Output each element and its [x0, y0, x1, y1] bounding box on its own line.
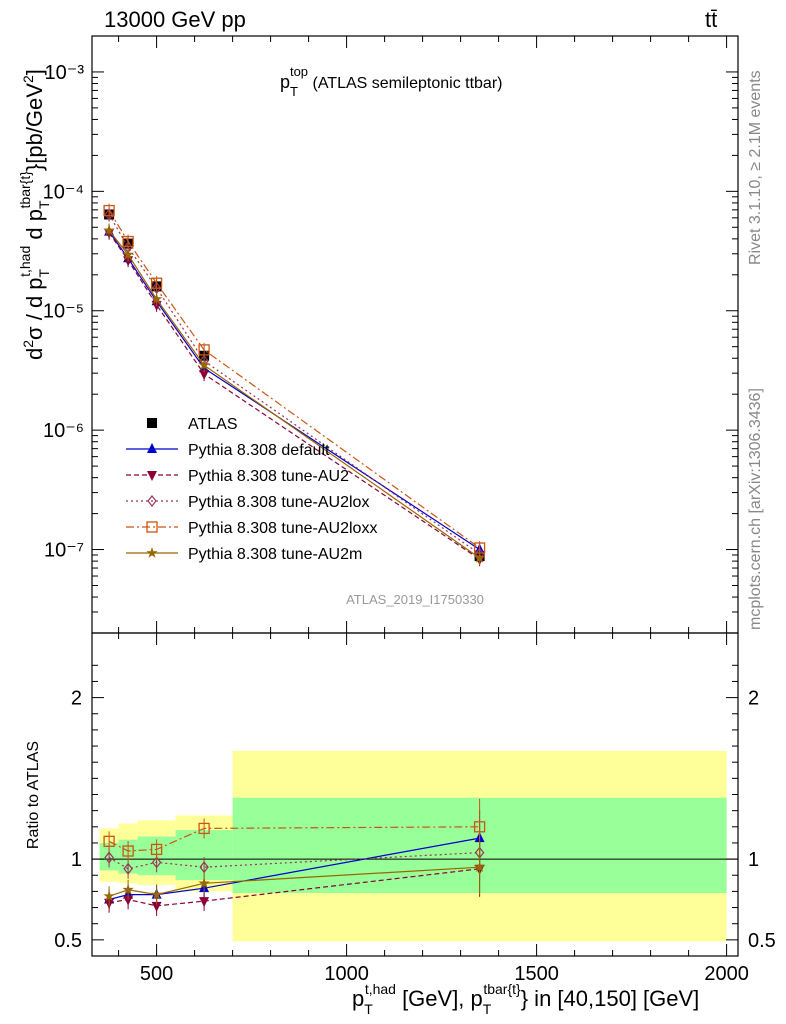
main-plot: 10⁻⁷ 10⁻⁶ 10⁻⁵ 10⁻⁴ 10⁻³ pTtop (ATLAS semile…	[43, 35, 739, 634]
y-tick-label-ratio-right: 0.5	[748, 930, 776, 952]
data-point-au2m	[122, 248, 134, 260]
y-tick-label-ratio: 0.5	[54, 930, 82, 952]
plot-title: pTtop (ATLAS semileptonic ttbar)	[280, 64, 502, 99]
ratio-point-au2m	[103, 890, 115, 902]
y-tick-label-main: 10⁻⁵	[43, 301, 84, 323]
main-series-group	[103, 203, 486, 567]
ratio-series-group	[103, 798, 486, 916]
y-tick-label-ratio-right: 1	[748, 849, 759, 871]
data-point-au2m	[473, 552, 486, 563]
data-point-au2m	[198, 359, 210, 370]
ratio-point-au2m	[150, 888, 163, 900]
x-tick-label: 2000	[704, 963, 749, 985]
series-line-au2	[108, 232, 480, 560]
x-axis-label: pTt,had [GeV], pTtbar{t}} in [40,150] [G…	[352, 981, 699, 1017]
data-point-au2m	[103, 224, 115, 236]
process-label: tt̄	[705, 7, 717, 32]
ratio-point-au2loxx	[198, 822, 210, 835]
legend-marker-au2	[147, 471, 157, 481]
ratio-point-au2lox	[104, 851, 114, 864]
y-tick-label-main: 10⁻⁴	[43, 181, 84, 203]
legend-label-au2loxx: Pythia 8.308 tune-AU2loxx	[188, 520, 377, 537]
rivet-label: Rivet 3.1.10, ≥ 2.1M events	[747, 70, 764, 265]
y-tick-label-main: 10⁻³	[45, 62, 85, 84]
x-tick-label: 1500	[514, 963, 559, 985]
legend-label-atlas: ATLAS	[188, 416, 238, 433]
ratio-point-au2lox	[199, 861, 209, 874]
ratio-point-au2loxx	[473, 821, 486, 833]
legend-marker-au2m	[146, 547, 158, 558]
y-axis-label-ratio: Ratio to ATLAS	[25, 741, 42, 849]
ratio-point-au2m	[473, 861, 486, 872]
svg-text:d2σ / d pTt,had d pTtbar{t}}[p: d2σ / d pTt,had d pTtbar{t}}[pb/GeV2]	[17, 69, 52, 360]
ratio-point-au2loxx	[122, 845, 134, 857]
x-tick-label: 1000	[324, 963, 369, 985]
ratio-point-au2	[123, 895, 134, 906]
y-tick-label-ratio-right: 2	[748, 688, 759, 710]
energy-label: 13000 GeV pp	[104, 7, 246, 32]
ratio-point-au2m	[198, 877, 210, 889]
legend-label-default: Pythia 8.308 default	[188, 442, 330, 459]
ratio-point-au2	[151, 901, 162, 912]
ratio-plot: 0.5 0.5 1 1 2 2 500 1000 1500 2000	[54, 632, 776, 985]
x-tick-label: 500	[140, 963, 173, 985]
legend-marker-atlas	[147, 418, 157, 428]
y-tick-label-main: 10⁻⁶	[43, 420, 84, 442]
legend-label-au2lox: Pythia 8.308 tune-AU2lox	[188, 494, 369, 511]
ratio-point-au2m	[122, 883, 134, 895]
data-point-au2m	[150, 293, 163, 304]
data-point-au2loxx	[122, 235, 134, 248]
series-line-au2lox	[108, 214, 480, 555]
data-point-au2loxx	[150, 277, 163, 289]
mcplots-label: mcplots.cern.ch [arXiv:1306.3436]	[747, 388, 764, 630]
ratio-ticks: 0.5 0.5 1 1 2 2 500 1000 1500 2000	[54, 633, 776, 985]
data-point-au2loxx	[198, 344, 210, 356]
data-point-au2loxx	[103, 204, 115, 217]
legend-label-au2m: Pythia 8.308 tune-AU2m	[188, 546, 362, 563]
legend-marker-au2lox	[147, 495, 157, 507]
svg-text:pTt,had [GeV], pTtbar{t}} in [: pTt,had [GeV], pTtbar{t}} in [40,150] [G…	[352, 981, 699, 1017]
ratio-point-au2lox	[151, 856, 162, 869]
y-tick-label-ratio: 2	[71, 688, 82, 710]
data-point-au2	[199, 370, 210, 381]
data-point-au2lox	[104, 208, 114, 221]
y-axis-label-main: d2σ / d pTt,had d pTtbar{t}}[pb/GeV2]	[17, 69, 52, 360]
legend-label-au2: Pythia 8.308 tune-AU2	[188, 468, 349, 485]
ratio-point-au2loxx	[103, 835, 115, 847]
legend-marker-default	[147, 443, 157, 453]
legend-marker-au2loxx	[146, 521, 158, 533]
main-ticks: 10⁻⁷ 10⁻⁶ 10⁻⁵ 10⁻⁴ 10⁻³	[43, 35, 738, 634]
ratio-point-au2loxx	[150, 843, 163, 856]
main-plot-frame	[91, 35, 739, 634]
legend: ATLAS Pythia 8.308 default Pythia 8.308 tu…	[126, 416, 377, 563]
ratio-bands	[92, 750, 738, 942]
y-tick-label-main: 10⁻⁷	[44, 540, 84, 562]
y-tick-label-ratio: 1	[71, 849, 82, 871]
ratio-point-au2lox	[123, 862, 133, 875]
analysis-label: ATLAS_2019_I1750330	[346, 592, 484, 607]
ratio-point-au2	[199, 897, 210, 908]
